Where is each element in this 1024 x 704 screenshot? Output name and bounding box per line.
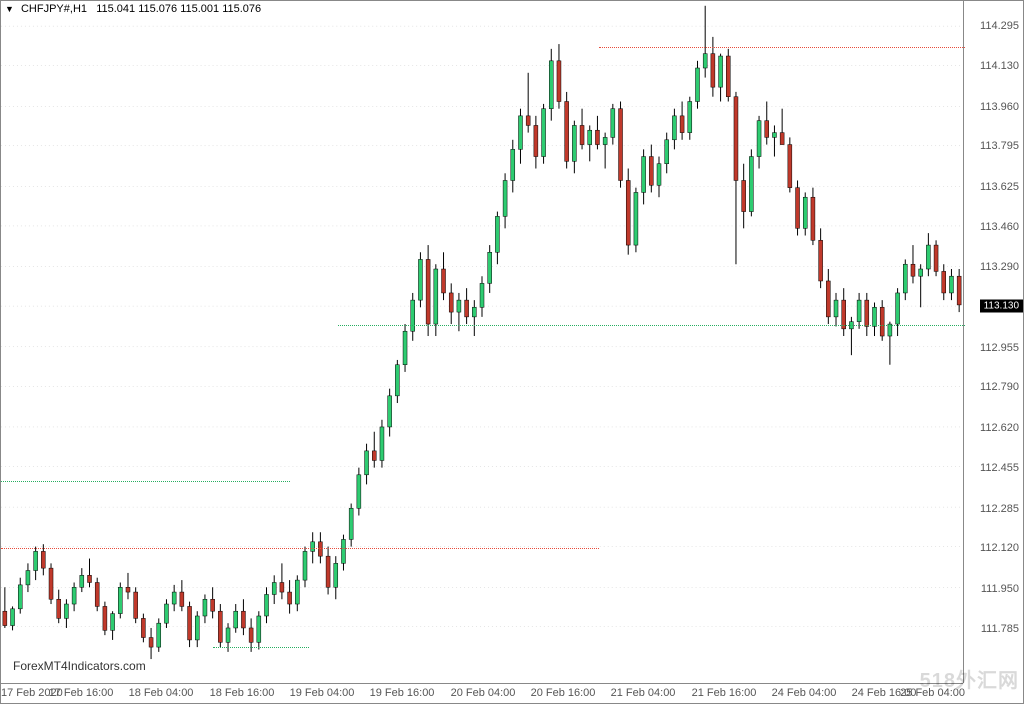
x-tick-label: 18 Feb 16:00 bbox=[210, 687, 275, 699]
y-tick-label: 114.295 bbox=[980, 20, 1019, 32]
y-tick-label: 111.785 bbox=[981, 623, 1019, 635]
x-tick-label: 20 Feb 16:00 bbox=[531, 687, 596, 699]
y-tick-label: 114.130 bbox=[980, 60, 1019, 72]
x-tick-label: 20 Feb 04:00 bbox=[451, 687, 516, 699]
indicator-hline bbox=[338, 325, 965, 326]
watermark-label: ForexMT4Indicators.com bbox=[13, 659, 146, 673]
symbol-label: CHFJPY#,H1 bbox=[21, 3, 87, 15]
chart-header: ▼ CHFJPY#,H1 115.041 115.076 115.001 115… bbox=[5, 3, 261, 15]
chart-area[interactable] bbox=[1, 1, 963, 683]
candlestick-svg bbox=[1, 1, 963, 683]
x-tick-label: 21 Feb 04:00 bbox=[611, 687, 676, 699]
current-price-tag: 113.130 bbox=[980, 299, 1023, 312]
y-axis: 114.295 114.130 113.960 113.795 113.625 113.4… bbox=[963, 1, 1023, 683]
x-tick-label: 17 Feb 16:00 bbox=[49, 687, 114, 699]
indicator-hline bbox=[599, 47, 965, 48]
ohlc-label: 115.041 115.076 115.001 115.076 bbox=[96, 3, 261, 15]
y-tick-label: 111.950 bbox=[981, 583, 1019, 595]
indicator-hline bbox=[1, 548, 599, 549]
dropdown-arrow-icon: ▼ bbox=[5, 4, 14, 14]
y-tick-label: 112.455 bbox=[980, 462, 1019, 474]
watermark-518: 518外汇网 bbox=[920, 664, 1019, 693]
x-axis: 17 Feb 202017 Feb 16:0018 Feb 04:0018 Fe… bbox=[1, 683, 963, 703]
y-tick-label: 113.460 bbox=[980, 221, 1019, 233]
x-tick-label: 18 Feb 04:00 bbox=[129, 687, 194, 699]
y-tick-label: 112.620 bbox=[980, 422, 1019, 434]
indicator-hline bbox=[213, 647, 309, 648]
y-tick-label: 112.285 bbox=[980, 503, 1019, 515]
x-tick-label: 19 Feb 16:00 bbox=[370, 687, 435, 699]
indicator-hline bbox=[1, 481, 290, 482]
y-tick-label: 113.625 bbox=[980, 181, 1019, 193]
x-tick-label: 21 Feb 16:00 bbox=[692, 687, 757, 699]
y-tick-label: 113.290 bbox=[980, 261, 1019, 273]
x-tick-label: 24 Feb 04:00 bbox=[772, 687, 837, 699]
y-tick-label: 113.795 bbox=[980, 140, 1019, 152]
y-tick-label: 113.960 bbox=[980, 101, 1019, 113]
y-tick-label: 112.790 bbox=[980, 381, 1019, 393]
chart-window[interactable]: ▼ CHFJPY#,H1 115.041 115.076 115.001 115… bbox=[0, 0, 1024, 704]
y-tick-label: 112.955 bbox=[980, 342, 1019, 354]
x-tick-label: 19 Feb 04:00 bbox=[290, 687, 355, 699]
y-tick-label: 112.120 bbox=[980, 542, 1019, 554]
